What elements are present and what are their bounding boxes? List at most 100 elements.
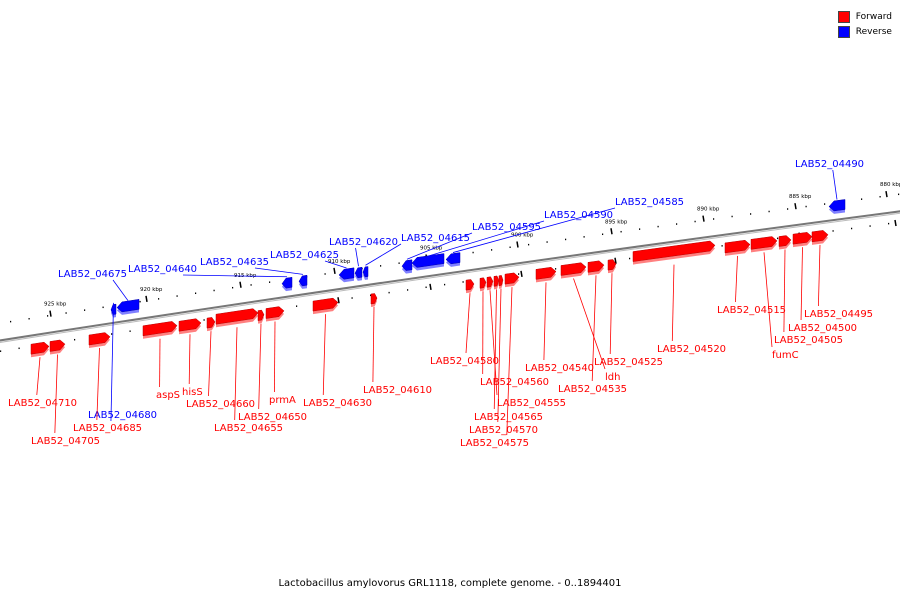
gene-lab52-04520[interactable] — [632, 240, 716, 265]
gene-label[interactable]: LAB52_04680 — [88, 410, 157, 421]
gene-label[interactable]: LAB52_04565 — [474, 412, 543, 423]
gene-arrow[interactable] — [312, 297, 339, 312]
gene-lab52-04540[interactable] — [535, 266, 557, 283]
gene-label[interactable]: LAB52_04615 — [401, 233, 470, 244]
gene-lab52-04580[interactable] — [465, 279, 475, 294]
gene-label[interactable]: LAB52_04620 — [329, 237, 398, 248]
gene-arrow[interactable] — [142, 321, 178, 337]
gene-arrow[interactable] — [750, 236, 778, 250]
gene-arrow[interactable] — [178, 318, 202, 332]
gene-lab52-04525[interactable] — [607, 259, 617, 274]
gene-label[interactable]: aspS — [156, 390, 180, 401]
gene-label[interactable]: LAB52_04640 — [128, 264, 197, 275]
gene-label[interactable]: LAB52_04635 — [200, 257, 269, 268]
gene-label[interactable]: LAB52_04685 — [73, 423, 142, 434]
gene-lab52-04660[interactable] — [206, 317, 216, 332]
gene-label[interactable]: LAB52_04610 — [363, 385, 432, 396]
gene-lab52-04575[interactable] — [504, 272, 520, 288]
gene-lab52-04685[interactable] — [88, 332, 111, 349]
gene-arrow[interactable] — [257, 309, 265, 321]
gene-label[interactable]: LAB52_04490 — [795, 159, 864, 170]
gene-arrow[interactable] — [587, 260, 605, 273]
gene-label[interactable]: LAB52_04580 — [430, 356, 499, 367]
gene-arrow[interactable] — [88, 332, 111, 346]
gene-arrow[interactable] — [493, 275, 500, 287]
gene-arrow[interactable] — [504, 272, 520, 285]
gene-label[interactable]: LAB52_04500 — [788, 323, 857, 334]
gene-lab52-04590[interactable] — [411, 253, 445, 271]
gene-lab52-04500[interactable] — [792, 232, 813, 248]
gene-arrow[interactable] — [479, 277, 487, 289]
gene-label[interactable]: LAB52_04555 — [497, 398, 566, 409]
gene-arrow[interactable] — [632, 240, 716, 262]
gene-label[interactable]: LAB52_04625 — [270, 250, 339, 261]
gene-arrow[interactable] — [445, 252, 461, 265]
gene-label[interactable]: LAB52_04655 — [214, 423, 283, 434]
gene-arrow[interactable] — [49, 339, 66, 352]
gene-lab52-04630[interactable] — [312, 297, 339, 315]
gene-lab52-04595[interactable] — [401, 259, 413, 274]
gene-lab52-04615[interactable] — [362, 266, 369, 280]
gene-arrow[interactable] — [116, 299, 140, 313]
gene-lab52-04620[interactable] — [354, 266, 363, 281]
gene-arrow[interactable] — [206, 317, 216, 329]
gene-arrow[interactable] — [298, 274, 308, 287]
gene-fumc[interactable] — [750, 236, 778, 253]
gene-lab52-04560[interactable] — [479, 277, 487, 292]
gene-label[interactable]: LAB52_04585 — [615, 197, 684, 208]
gene-lab52-04505[interactable] — [778, 235, 792, 250]
gene-label[interactable]: LAB52_04505 — [774, 335, 843, 346]
gene-lab52-04570[interactable] — [498, 275, 504, 289]
gene-label[interactable]: LAB52_04630 — [303, 398, 372, 409]
gene-label[interactable]: LAB52_04560 — [480, 377, 549, 388]
gene-label[interactable]: LAB52_04660 — [186, 399, 255, 410]
gene-label[interactable]: LAB52_04535 — [558, 384, 627, 395]
gene-arrow[interactable] — [215, 308, 259, 325]
gene-lab52-04565[interactable] — [493, 275, 500, 290]
gene-lab52-04585[interactable] — [445, 252, 461, 267]
gene-arrow[interactable] — [362, 266, 369, 278]
gene-arrow[interactable] — [338, 267, 355, 280]
gene-arrow[interactable] — [778, 235, 792, 247]
gene-label[interactable]: LAB52_04590 — [544, 210, 613, 221]
gene-lab52-04640[interactable] — [281, 276, 293, 292]
gene-lab52-04625[interactable] — [338, 267, 355, 283]
gene-lab52-04490[interactable] — [828, 199, 846, 214]
gene-label[interactable]: LAB52_04515 — [717, 305, 786, 316]
gene-arrow[interactable] — [401, 259, 413, 271]
gene-label[interactable]: LAB52_04525 — [594, 357, 663, 368]
gene-arrow[interactable] — [411, 253, 445, 268]
gene-label[interactable]: LAB52_04575 — [460, 438, 529, 449]
gene-arrow[interactable] — [811, 230, 829, 243]
gene-arrow[interactable] — [828, 199, 846, 212]
gene-label[interactable]: LAB52_04705 — [31, 436, 100, 447]
gene-label[interactable]: LAB52_04540 — [525, 363, 594, 374]
gene-arrow[interactable] — [30, 341, 50, 355]
gene-lab52-04650[interactable] — [257, 309, 265, 324]
gene-lab52-04555[interactable] — [486, 276, 494, 291]
gene-lab52-04515[interactable] — [724, 239, 751, 256]
gene-lab52-04535[interactable] — [587, 260, 605, 276]
gene-lab52-04635[interactable] — [298, 274, 308, 289]
gene-asps[interactable] — [142, 321, 178, 339]
gene-arrow[interactable] — [560, 262, 587, 276]
gene-label[interactable]: prmA — [269, 395, 296, 406]
gene-arrow[interactable] — [607, 259, 617, 271]
gene-arrow[interactable] — [465, 279, 475, 291]
gene-arrow[interactable] — [354, 266, 363, 279]
gene-arrow[interactable] — [281, 276, 293, 289]
gene-arrow[interactable] — [486, 276, 494, 288]
gene-arrow[interactable] — [792, 232, 813, 245]
gene-label[interactable]: LAB52_04495 — [804, 309, 873, 320]
gene-label[interactable]: hisS — [182, 387, 203, 398]
gene-lab52-04710[interactable] — [30, 341, 50, 358]
gene-prma[interactable] — [265, 306, 285, 322]
gene-label[interactable]: LAB52_04570 — [469, 425, 538, 436]
gene-label[interactable]: LAB52_04675 — [58, 269, 127, 280]
gene-arrow[interactable] — [370, 293, 378, 305]
gene-arrow[interactable] — [535, 266, 557, 280]
gene-lab52-04495[interactable] — [811, 230, 829, 245]
gene-lab52-04655[interactable] — [215, 308, 259, 328]
gene-arrow[interactable] — [498, 275, 504, 287]
gene-label[interactable]: ldh — [605, 372, 620, 383]
